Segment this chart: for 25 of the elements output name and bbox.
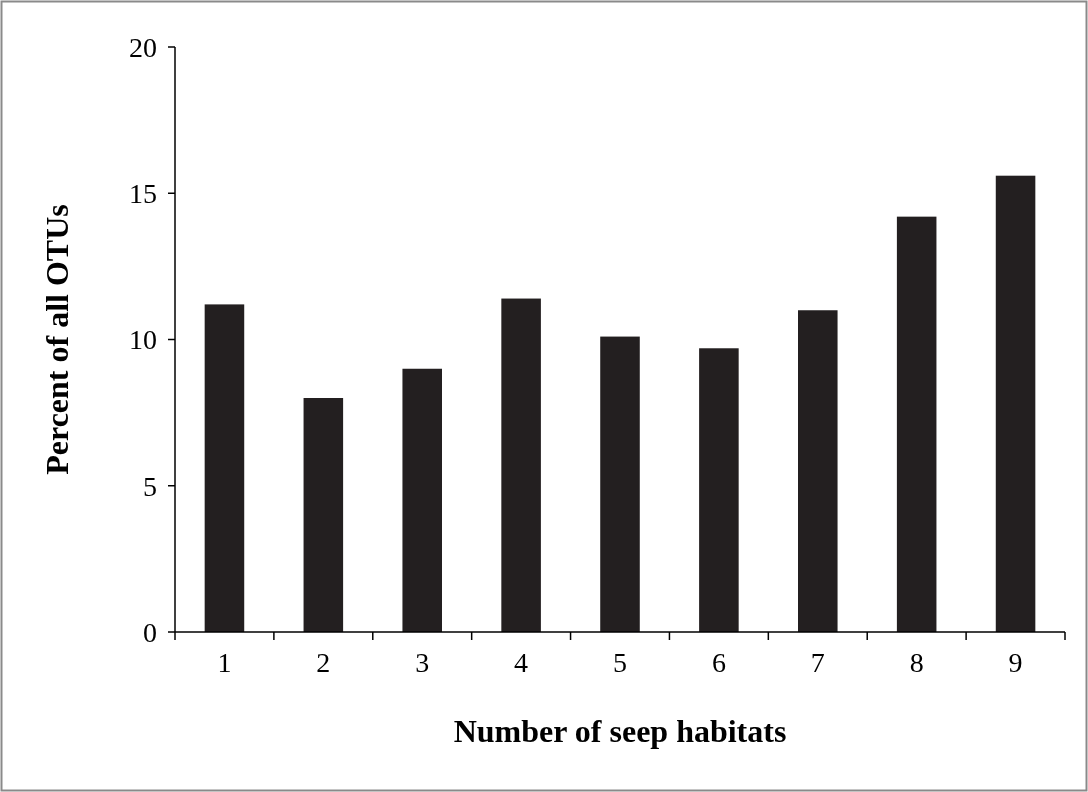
bar — [699, 348, 739, 632]
bar — [402, 368, 442, 632]
bar — [303, 398, 344, 632]
bar — [798, 310, 838, 632]
x-tick-label: 6 — [711, 647, 726, 678]
bar — [204, 304, 245, 632]
bar — [501, 298, 541, 632]
x-tick-label: 3 — [415, 647, 430, 678]
y-tick-label: 15 — [129, 178, 157, 210]
x-tick-label: 8 — [909, 647, 924, 678]
bar — [896, 216, 937, 632]
x-tick-label: 5 — [613, 647, 627, 678]
y-axis-title: Percent of all OTUs — [39, 204, 75, 475]
x-axis-title: Number of seep habitats — [453, 713, 787, 749]
y-tick-label: 20 — [129, 31, 157, 63]
x-tick-label: 2 — [316, 647, 331, 678]
x-tick-label: 1 — [217, 647, 232, 678]
y-tick-label: 5 — [143, 470, 157, 502]
y-tick-label: 10 — [129, 324, 157, 356]
bar — [600, 336, 640, 632]
x-tick-label: 7 — [810, 647, 825, 678]
x-tick-label: 4 — [514, 647, 529, 678]
bar — [995, 175, 1036, 632]
x-tick-label: 9 — [1008, 647, 1023, 678]
y-tick-label: 0 — [143, 616, 157, 648]
